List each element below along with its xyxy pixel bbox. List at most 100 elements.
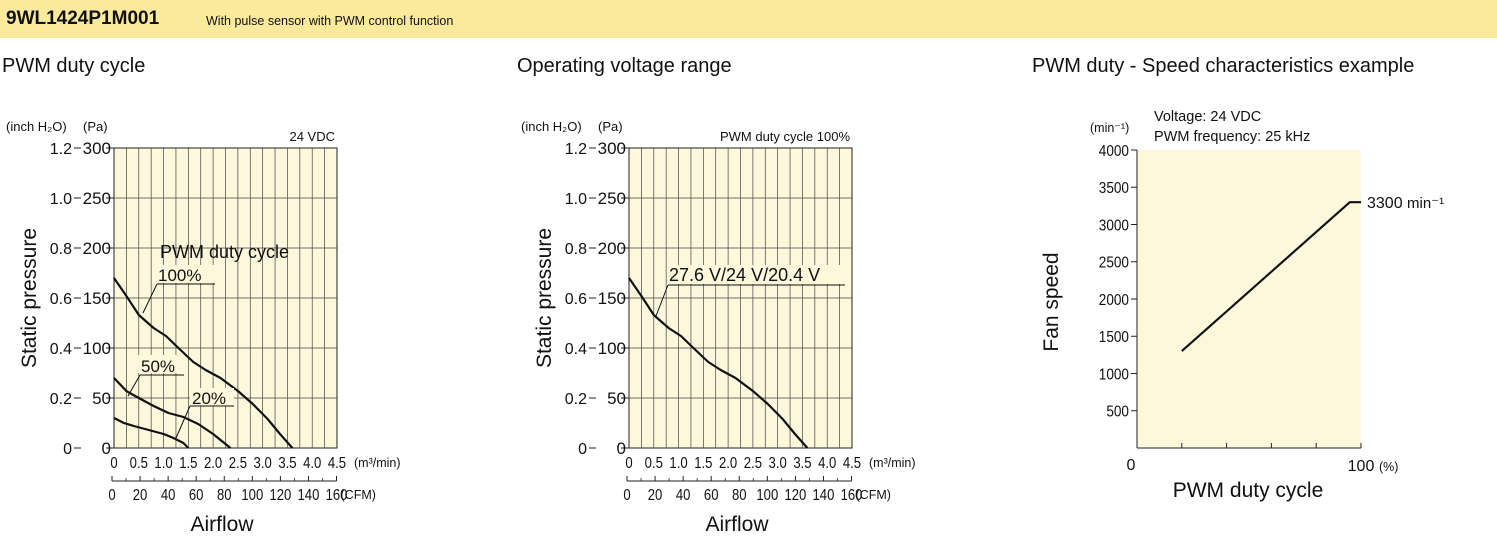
c1-y-unit-inch: (inch H₂O) [6, 119, 67, 134]
c1-y-tick-label-inch: 0.8 [50, 241, 72, 258]
c1-series-line-2 [113, 417, 190, 449]
c2-series-label-0: 27.6 V/24 V/20.4 V [669, 265, 820, 285]
c1-legend-title: PWM duty cycle [160, 242, 289, 262]
c1-series-leader-2b [175, 405, 191, 439]
c1-x2-tick-label: 0 [108, 487, 115, 504]
c1-x2-tick-label: 20 [133, 487, 148, 504]
c2-y-tick-label-pa: 300 [598, 139, 626, 158]
c2-y-tick-label-pa: 0 [617, 439, 626, 458]
c1-y-unit-pa: (Pa) [83, 119, 108, 134]
c2-x-unit: (m³/min) [869, 456, 916, 470]
c3-y-tick-label: 2500 [1099, 255, 1129, 272]
c3-annotation-value: 3300 [1367, 195, 1407, 212]
c2-y-tick-label-pa: 50 [607, 389, 626, 408]
c3-y-tick-label: 2000 [1099, 292, 1129, 309]
c2-x2-tick-label: 80 [732, 487, 747, 504]
c3-annotation-label: 3300 min⁻¹ [1367, 195, 1444, 212]
c3-y-tick-label: 3500 [1099, 180, 1129, 197]
c2-y-tick-label-inch: 1.0 [565, 191, 587, 208]
c2-x2-tick-label: 0 [623, 487, 630, 504]
c2-x2-unit: (CFM) [856, 488, 891, 502]
c2-condition-label: PWM duty cycle 100% [720, 129, 850, 144]
c1-y-tick-label-inch: 0.2 [50, 391, 72, 408]
c1-y-tick-label-pa: 100 [83, 339, 111, 358]
c3-condition-voltage: Voltage: 24 VDC [1154, 109, 1261, 125]
c3-x-unit: (%) [1379, 460, 1398, 474]
page-header: 9WL1424P1M001 With pulse sensor with PWM… [0, 0, 1497, 38]
c2-x-tick-label: 2.0 [719, 455, 737, 472]
c1-series-label-1: 50% [141, 357, 175, 376]
c1-y-tick-label-inch: 0.6 [50, 291, 72, 308]
c2-y-unit-pa: (Pa) [598, 119, 623, 134]
c2-y-tick-label-inch: 0.4 [565, 341, 587, 358]
c1-y-tick-label-pa: 50 [92, 389, 111, 408]
c1-x2-tick-label: 60 [189, 487, 204, 504]
c2-y-tick-label-pa: 200 [598, 239, 626, 258]
c1-series-leader-0b [142, 283, 158, 314]
c1-series-label-bg-2 [190, 388, 234, 406]
c2-y-axis-title: Static pressure [533, 228, 556, 368]
c2-x2-tick-label: 140 [813, 487, 835, 504]
c1-x-tick-label: 3.5 [278, 455, 296, 472]
c3-y-tick-label: 3000 [1099, 218, 1129, 235]
c2-y-tick-label-inch: 0 [578, 441, 587, 458]
c2-y-tick-label-pa: 250 [598, 189, 626, 208]
c1-y-axis-title: Static pressure [18, 228, 41, 368]
c1-x-unit: (m³/min) [354, 456, 401, 470]
chart1-title: PWM duty cycle [2, 55, 146, 77]
c3-x-axis-title: PWM duty cycle [1173, 479, 1324, 502]
c1-series-line-0 [113, 277, 294, 449]
c1-x-tick-label: 1.0 [154, 455, 172, 472]
c1-series-label-bg-0 [155, 265, 215, 283]
c2-x-tick-label: 2.5 [744, 455, 762, 472]
c1-x-tick-label: 0 [110, 455, 117, 472]
c1-x-axis-title: Airflow [190, 513, 254, 536]
c2-series-label-bg-0 [667, 265, 845, 284]
c2-x-tick-label: 0.5 [645, 455, 663, 472]
c1-condition-label: 24 VDC [289, 129, 335, 144]
c2-x2-tick-label: 100 [756, 487, 778, 504]
c1-x2-unit: (CFM) [341, 488, 376, 502]
c3-annotation-unit: min⁻¹ [1407, 195, 1444, 212]
model-description: With pulse sensor with PWM control funct… [206, 14, 454, 28]
c2-x2-tick-label: 60 [704, 487, 719, 504]
c1-x-tick-label: 2.5 [229, 455, 247, 472]
c2-y-tick-label-inch: 0.2 [565, 391, 587, 408]
c1-y-tick-label-pa: 300 [83, 139, 111, 158]
c1-y-tick-label-inch: 1.2 [50, 141, 72, 158]
c3-y-tick-label: 500 [1106, 404, 1129, 421]
c3-y-tick-label: 4000 [1099, 143, 1129, 160]
c2-x2-tick-label: 20 [648, 487, 663, 504]
c1-x2-tick-label: 140 [298, 487, 320, 504]
c1-x-tick-label: 1.5 [179, 455, 197, 472]
c3-y-unit: (min⁻¹) [1090, 121, 1129, 135]
c2-y-tick-label-inch: 0.6 [565, 291, 587, 308]
c1-x-tick-label: 4.5 [328, 455, 346, 472]
c1-x-tick-label: 0.5 [130, 455, 148, 472]
c1-series-label-0: 100% [158, 266, 201, 285]
c2-y-tick-label-pa: 100 [598, 339, 626, 358]
c2-y-tick-label-inch: 0.8 [565, 241, 587, 258]
c2-x2-tick-label: 40 [676, 487, 691, 504]
c1-x-tick-label: 4.0 [303, 455, 321, 472]
c2-y-tick-label-pa: 150 [598, 289, 626, 308]
c2-y-tick-label-inch: 1.2 [565, 141, 587, 158]
c2-x-tick-label: 3.5 [793, 455, 811, 472]
c3-y-zero-label: 0 [1127, 457, 1136, 474]
c1-series-line-1 [113, 377, 232, 449]
chart3-title: PWM duty - Speed characteristics example [1032, 55, 1415, 77]
c1-y-tick-label-inch: 0 [63, 441, 72, 458]
c2-series-leader-0b [655, 284, 669, 317]
c2-x-tick-label: 3.0 [769, 455, 787, 472]
c3-series-line [1181, 201, 1361, 352]
c2-x2-tick-label: 120 [784, 487, 806, 504]
c1-y-tick-label-inch: 0.4 [50, 341, 72, 358]
c2-x-axis-title: Airflow [705, 513, 769, 536]
c3-condition-frequency: PWM frequency: 25 kHz [1154, 129, 1310, 145]
c3-x-tick-label-end: 100 [1348, 458, 1375, 475]
c2-x2-tick-label: 160 [841, 487, 863, 504]
c1-y-tick-label-pa: 200 [83, 239, 111, 258]
model-number: 9WL1424P1M001 [6, 8, 160, 29]
c2-y-unit-inch: (inch H₂O) [521, 119, 582, 134]
